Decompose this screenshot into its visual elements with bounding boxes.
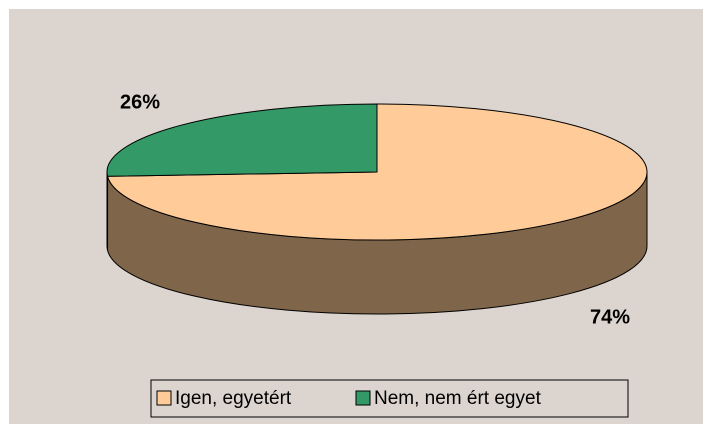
- legend-label: Igen, egyetért: [175, 388, 292, 409]
- slice-side: [106, 171, 109, 251]
- pie: 74% 26%: [106, 91, 648, 328]
- data-label: 26%: [120, 91, 160, 113]
- legend-swatch: [156, 390, 172, 406]
- legend: [150, 379, 629, 418]
- legend-label: Nem, nem ért egyet: [374, 388, 542, 409]
- slice: [106, 103, 378, 177]
- data-label: 74%: [590, 306, 630, 328]
- legend-swatch: [355, 390, 371, 406]
- legend-items: Igen, egyetért Nem, nem ért egyet: [156, 388, 542, 409]
